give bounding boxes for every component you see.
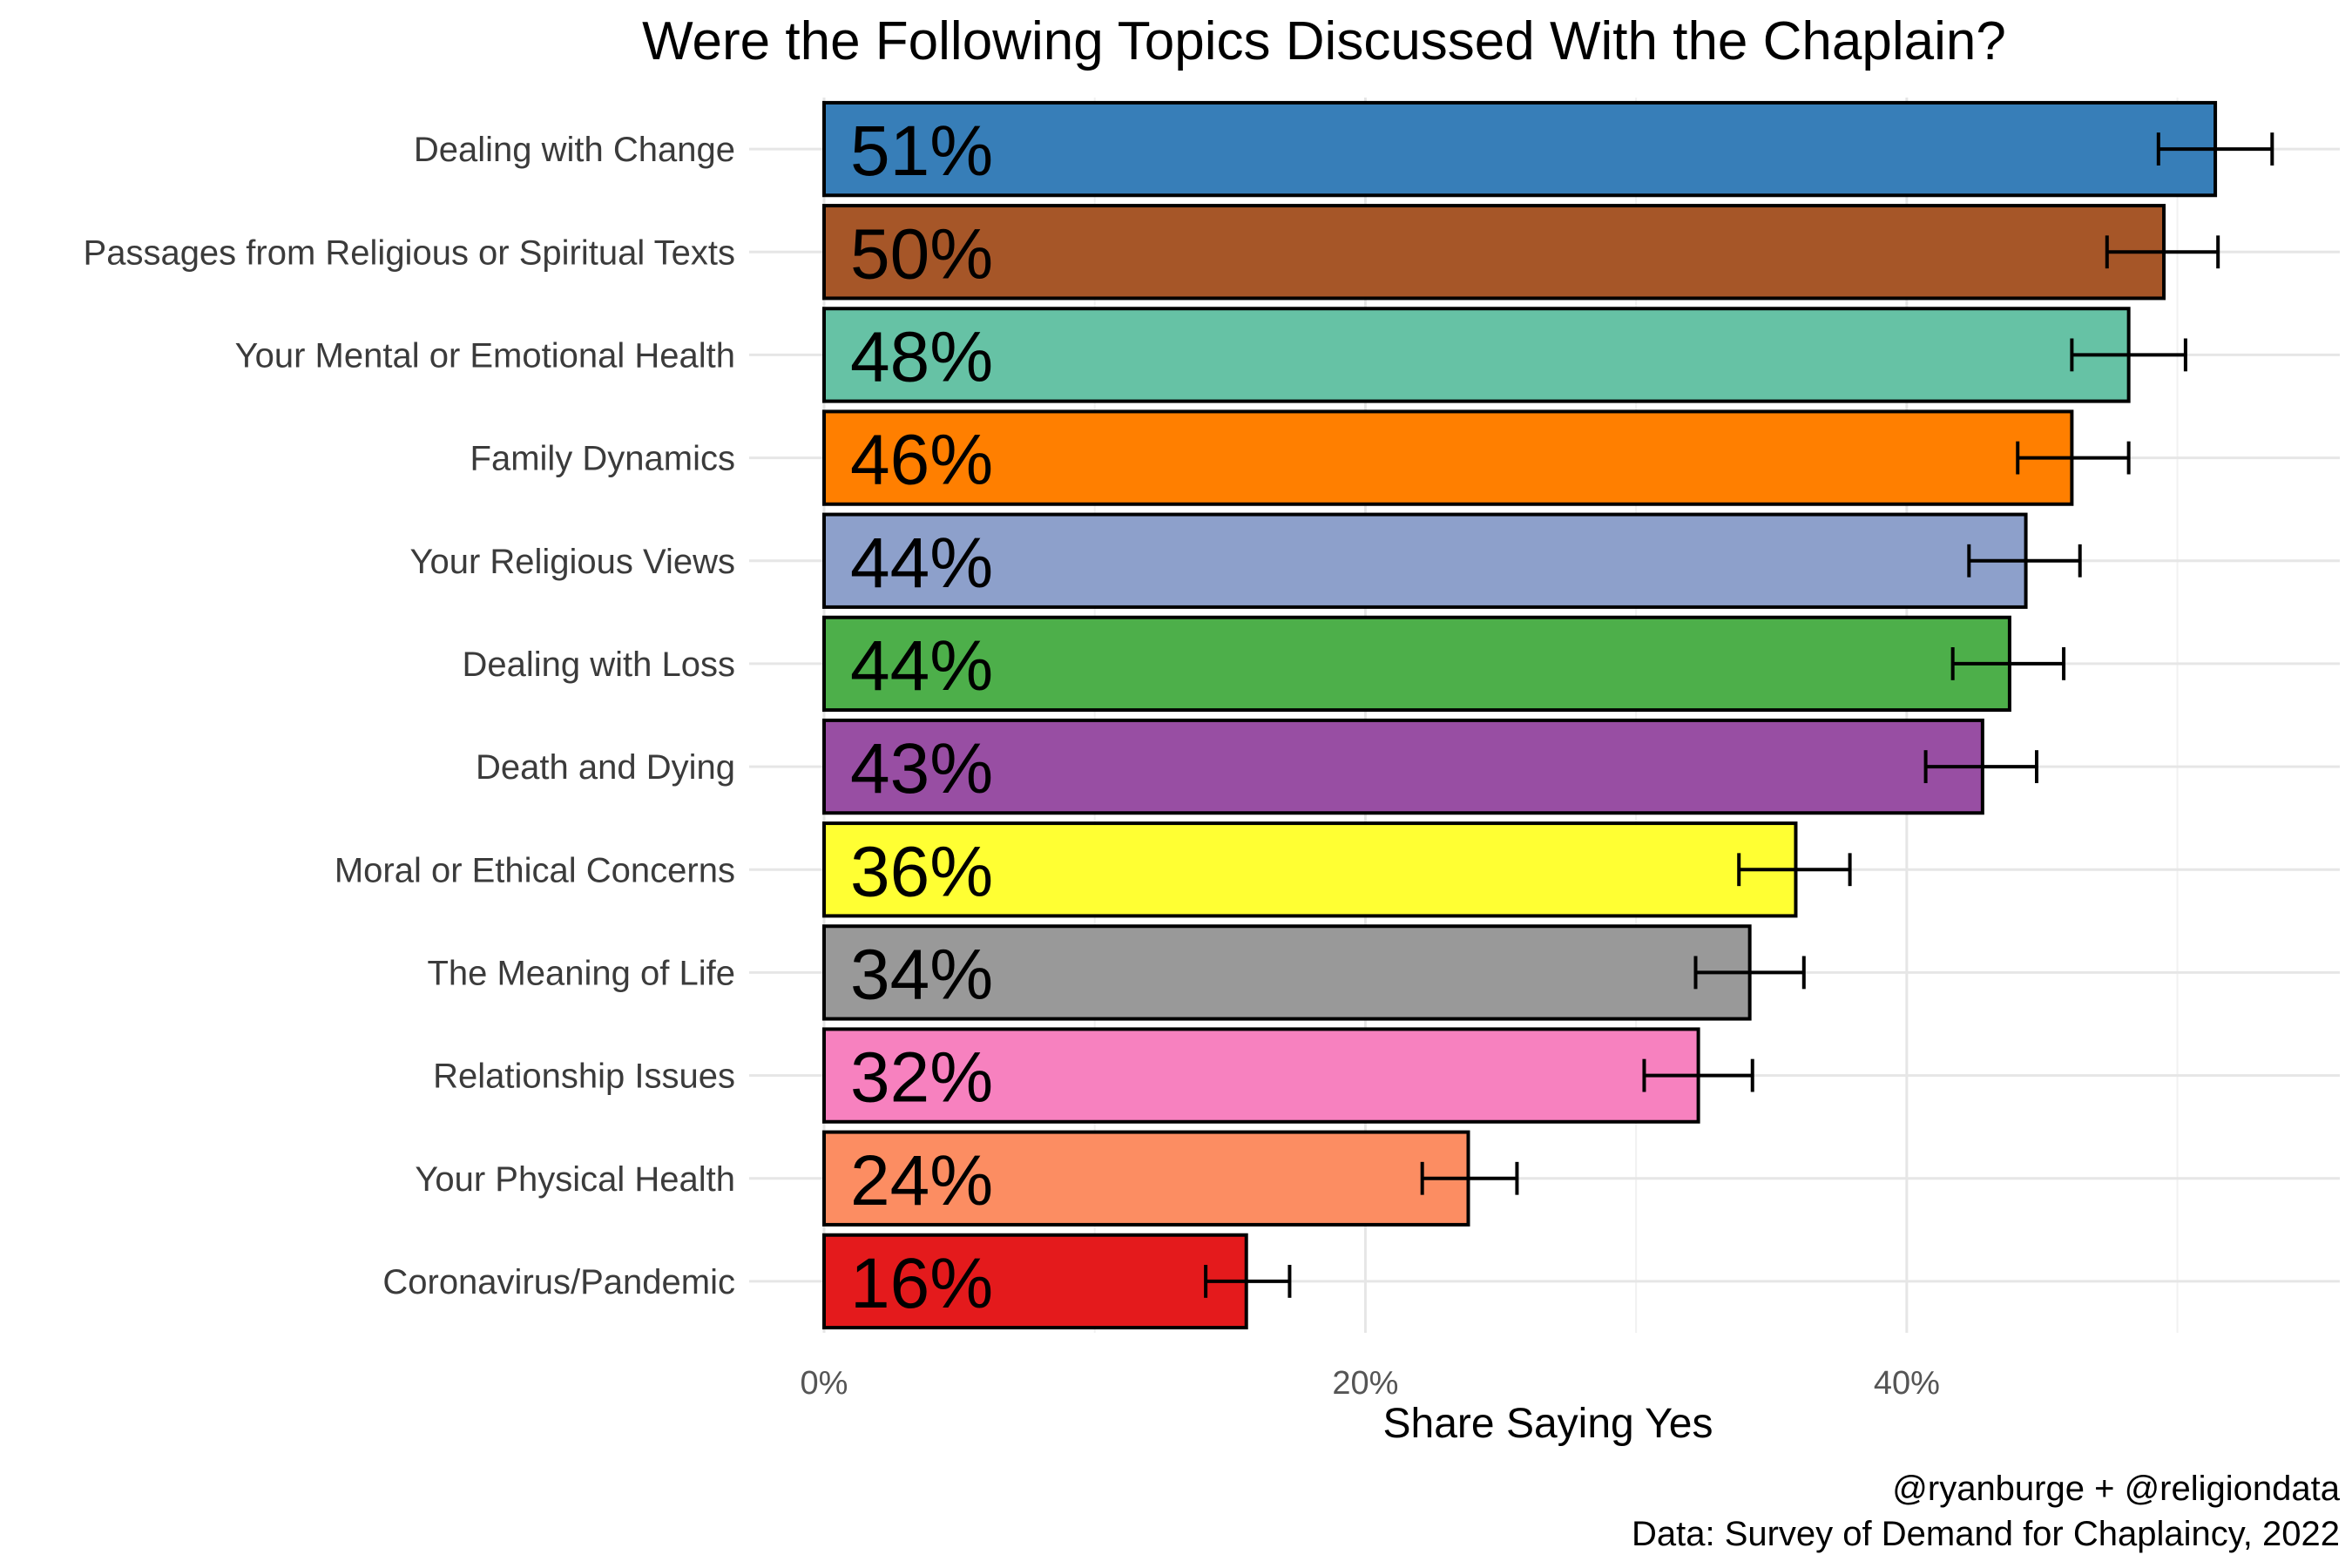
x-axis-title: Share Saying Yes [1383,1401,1713,1447]
category-label: Death and Dying [476,748,735,787]
chart-title: Were the Following Topics Discussed With… [642,11,2006,71]
bar [822,924,1752,1021]
category-label: Dealing with Loss [463,645,736,684]
category-label: Family Dynamics [470,440,735,478]
bar [822,100,2218,198]
bar-value-label: 44% [850,626,993,706]
category-label: The Meaning of Life [427,954,735,992]
error-bar [1923,750,2038,783]
bar-value-label: 36% [850,832,993,911]
error-bar [1967,544,2082,578]
error-bar [2070,338,2187,372]
bar [822,1130,1470,1227]
error-bar [1693,956,1806,990]
bar [822,204,2166,301]
category-labels: Dealing with Change Passages from Religio… [84,131,735,1301]
category-label: Your Physical Health [415,1160,735,1199]
category-label: Dealing with Change [414,131,735,169]
error-bar [2105,235,2220,269]
bar [822,512,2028,609]
bar-value-label: 51% [850,112,993,191]
bar [822,307,2131,403]
error-bar [1737,853,1852,887]
caption-credit: @ryanburge + @religiondata [1892,1470,2340,1508]
error-bars [1204,132,2274,1298]
bar-value-label: 48% [850,317,993,396]
x-tick-labels: 0% 20% 40% [801,1365,1940,1402]
error-bar [1642,1058,1754,1092]
bar-value-label: 16% [850,1244,993,1323]
error-bar [1950,647,2066,680]
bar-value-label: 34% [850,935,993,1014]
error-bar [1420,1161,1519,1195]
error-bar [2016,441,2131,475]
bar [822,615,2011,713]
category-label: Your Religious Views [409,543,735,581]
bar [822,718,1984,815]
bar-value-label: 24% [850,1141,993,1220]
category-label: Coronavirus/Pandemic [382,1263,735,1301]
bar-value-label: 50% [850,214,993,294]
bars [822,100,2218,1330]
category-label: Moral or Ethical Concerns [335,851,735,889]
error-bar [1204,1265,1292,1298]
category-label: Your Mental or Emotional Health [235,336,735,375]
x-tick-label: 40% [1874,1365,1940,1402]
category-label: Passages from Religious or Spiritual Tex… [84,233,735,272]
bar [822,409,2074,506]
error-bar [2156,132,2274,166]
bar-value-label: 44% [850,524,993,603]
bar-value-labels: 51% 50% 48% 46% 44% 44% 43% 36% 34% 32% 24% 16% [850,112,993,1323]
x-tick-label: 0% [801,1365,848,1402]
bar-value-label: 43% [850,729,993,808]
category-label: Relationship Issues [433,1058,735,1096]
bar-value-label: 46% [850,421,993,500]
bar-value-label: 32% [850,1038,993,1118]
x-tick-label: 20% [1332,1365,1398,1402]
caption-source: Data: Survey of Demand for Chaplaincy, 2… [1632,1515,2340,1553]
